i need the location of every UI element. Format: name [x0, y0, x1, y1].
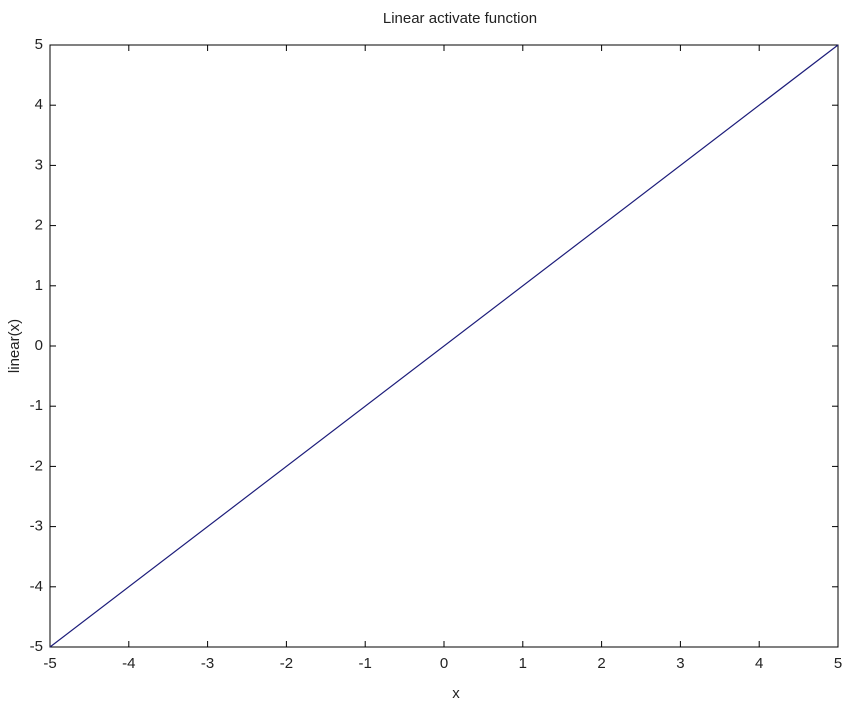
y-tick-label: 0: [35, 337, 43, 354]
data-line: [49, 44, 839, 648]
x-tick-label: -1: [359, 655, 372, 672]
x-tick-label: 4: [755, 655, 763, 672]
y-tick-label: 4: [35, 96, 43, 113]
y-tick-label: 1: [35, 277, 43, 294]
x-tick-label: -4: [122, 655, 135, 672]
x-tick-label: 5: [834, 655, 842, 672]
y-tick-label: -3: [30, 518, 43, 535]
x-tick-label: -2: [280, 655, 293, 672]
y-tick-label: -4: [30, 578, 43, 595]
chart-title: Linear activate function: [383, 10, 537, 27]
x-tick-label: 3: [676, 655, 684, 672]
y-tick-label: -5: [30, 638, 43, 655]
y-tick-label: -1: [30, 397, 43, 414]
x-tick-label: 0: [440, 655, 448, 672]
x-tick-label: -5: [43, 655, 56, 672]
y-tick-label: -2: [30, 457, 43, 474]
x-tick-label: 1: [519, 655, 527, 672]
x-axis-label: x: [452, 685, 460, 702]
y-axis-label: linear(x): [6, 319, 23, 373]
y-tick-label: 5: [35, 36, 43, 53]
y-tick-label: 3: [35, 156, 43, 173]
x-tick-label: -3: [201, 655, 214, 672]
y-tick-label: 2: [35, 217, 43, 234]
x-tick-label: 2: [597, 655, 605, 672]
